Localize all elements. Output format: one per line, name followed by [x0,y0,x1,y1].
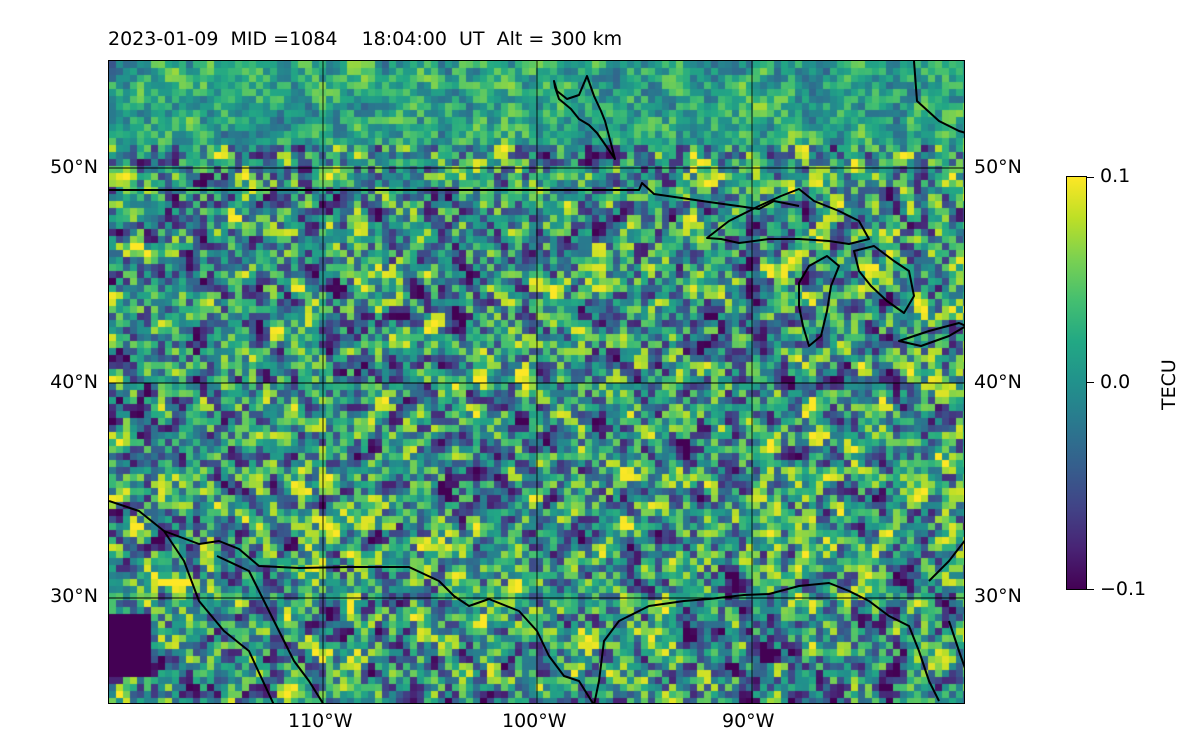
gridlines [109,61,964,703]
lat-label-right-30: 30°N [974,585,1022,607]
lat-label-left-30: 30°N [50,585,98,607]
north-coast [913,61,964,134]
colorbar-tick-bottom [1087,589,1094,591]
lat-label-right-40: 40°N [974,371,1022,393]
colorbar-title: TECU [1158,359,1180,410]
florida-coast [928,539,964,582]
us-canada-border [109,182,800,210]
map-overlay [109,61,964,703]
lon-label-100w: 100°W [502,710,567,732]
lake-superior [706,188,870,245]
lake-winnipeg [553,75,616,160]
east-coast [948,620,964,669]
lon-label-110w: 110°W [288,710,353,732]
colorbar-label-zero: 0.0 [1100,371,1131,393]
colorbar-tick-mid [1087,382,1094,384]
coastlines-and-borders [109,61,964,703]
lat-label-left-40: 40°N [50,371,98,393]
tec-map[interactable] [108,60,965,704]
colorbar-label-min: −0.1 [1100,578,1147,600]
gulf-coast [593,582,940,703]
colorbar-label-max: 0.1 [1100,165,1131,187]
lake-michigan [798,255,840,347]
mexico-border [163,530,594,703]
lat-label-right-50: 50°N [974,156,1022,178]
baja-peninsula [216,555,324,703]
lake-erie [898,322,964,347]
colorbar-tick-top [1087,177,1094,179]
colorbar [1066,176,1087,590]
map-title: 2023-01-09 MID =1084 18:04:00 UT Alt = 3… [108,28,623,50]
lat-label-left-50: 50°N [50,156,98,178]
pacific-coast-west [109,500,275,703]
lake-huron [853,245,915,314]
lon-label-90w: 90°W [722,710,775,732]
